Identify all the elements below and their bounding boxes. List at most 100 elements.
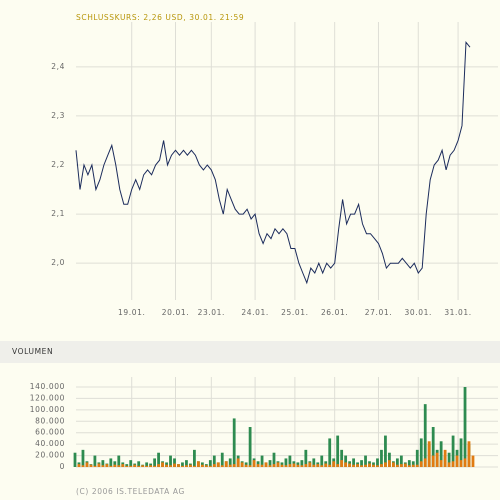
volume-bar xyxy=(336,435,340,467)
y-tick-label: 2,1 xyxy=(51,209,65,218)
volume-header xyxy=(0,341,500,363)
volume-bar xyxy=(332,461,336,467)
volume-bar xyxy=(272,452,276,467)
volume-bar xyxy=(177,464,180,467)
volume-bar xyxy=(384,435,387,467)
volume-bar xyxy=(340,460,344,467)
volume-bar xyxy=(276,462,280,467)
volume-bar xyxy=(105,464,109,467)
volume-bar xyxy=(455,455,459,467)
volume-bar xyxy=(304,449,308,467)
volume-bar xyxy=(240,462,244,467)
volume-bar xyxy=(153,465,156,467)
volume-bar xyxy=(193,465,196,467)
volume-bar xyxy=(439,460,443,467)
volume-bar xyxy=(244,464,248,467)
volume-bar xyxy=(364,455,367,467)
volume-bar xyxy=(117,465,121,467)
volume-bar xyxy=(200,464,204,467)
y-tick-label: 60.000 xyxy=(35,428,65,437)
volume-bar xyxy=(220,465,224,467)
volume-bar xyxy=(157,452,160,467)
volume-bar xyxy=(411,461,415,467)
volume-bar xyxy=(149,465,153,467)
volume-bar xyxy=(208,460,212,467)
volume-bar xyxy=(280,464,284,467)
volume-bar xyxy=(73,452,77,467)
volume-bar xyxy=(284,465,288,467)
volume-bar xyxy=(352,458,355,467)
volume-bar xyxy=(93,465,97,467)
volume-bar xyxy=(288,455,292,467)
y-tick-label: 2,2 xyxy=(51,160,65,169)
volume-bar xyxy=(407,465,411,467)
x-tick-label: 25.01. xyxy=(281,308,308,317)
volume-bar xyxy=(93,455,97,467)
volume-bar xyxy=(181,462,184,467)
volume-bar xyxy=(236,458,240,467)
volume-bar xyxy=(380,449,383,467)
volume-bar xyxy=(399,464,403,467)
volume-bar xyxy=(185,465,188,467)
volume-bar xyxy=(193,449,196,467)
volume-bar xyxy=(376,458,379,467)
volume-bar xyxy=(368,463,371,467)
volume-bar xyxy=(169,455,172,467)
volume-bar xyxy=(328,464,332,467)
volume-bar xyxy=(320,455,324,467)
price-line xyxy=(75,40,471,285)
price-title: SCHLUSSKURS: 2,26 USD, 30.01. 21:59 xyxy=(76,13,244,22)
x-tick-label: 23.01. xyxy=(198,308,225,317)
volume-bar xyxy=(316,464,320,467)
footer: (C) 2006 IS.TELEDATA AG xyxy=(76,487,185,496)
volume-bar xyxy=(419,438,423,467)
volume-bar xyxy=(260,455,264,467)
volume-bar xyxy=(344,455,348,467)
volume-bar xyxy=(439,441,443,467)
volume-bar xyxy=(117,455,121,467)
volume-bar xyxy=(264,462,268,467)
volume-bar xyxy=(344,462,348,467)
y-tick-label: 100.000 xyxy=(30,405,65,414)
volume-bar xyxy=(228,464,232,467)
volume-bar xyxy=(137,465,141,467)
volume-bar xyxy=(256,464,260,467)
volume-bar xyxy=(125,465,129,467)
volume-bar xyxy=(451,461,455,467)
volume-bar xyxy=(395,458,399,467)
volume-bar xyxy=(133,464,137,467)
volume-bar xyxy=(204,465,208,467)
volume-bar xyxy=(129,460,133,467)
volume-bar xyxy=(161,462,164,467)
volume-bar xyxy=(300,460,304,467)
volume-bar xyxy=(165,464,168,467)
volume-bar xyxy=(208,465,212,467)
volume-bar xyxy=(392,462,395,467)
volume-bar xyxy=(252,460,256,467)
volume-bar xyxy=(101,465,105,467)
volume-bar xyxy=(300,465,304,467)
volume-bar xyxy=(308,462,312,467)
x-tick-label: 27.01. xyxy=(365,308,392,317)
volume-bar xyxy=(388,460,391,467)
y-tick-label: 2,3 xyxy=(51,111,65,120)
volume-bar xyxy=(340,449,344,467)
volume-bar xyxy=(451,435,455,467)
volume-bar xyxy=(292,463,296,467)
volume-bar xyxy=(196,461,200,467)
volume-bar xyxy=(423,404,427,467)
volume-bar xyxy=(380,464,383,467)
volume-bar xyxy=(173,458,176,467)
volume-bar xyxy=(312,464,316,467)
volume-bar xyxy=(411,464,415,467)
volume-bar xyxy=(407,460,411,467)
y-tick-label: 2,4 xyxy=(51,62,65,71)
volume-bar xyxy=(181,465,184,467)
volume-bar xyxy=(312,458,316,467)
y-tick-label: 140.000 xyxy=(30,382,65,391)
volume-bar xyxy=(467,441,471,467)
volume-bar xyxy=(419,461,423,467)
volume-bar xyxy=(260,464,264,467)
